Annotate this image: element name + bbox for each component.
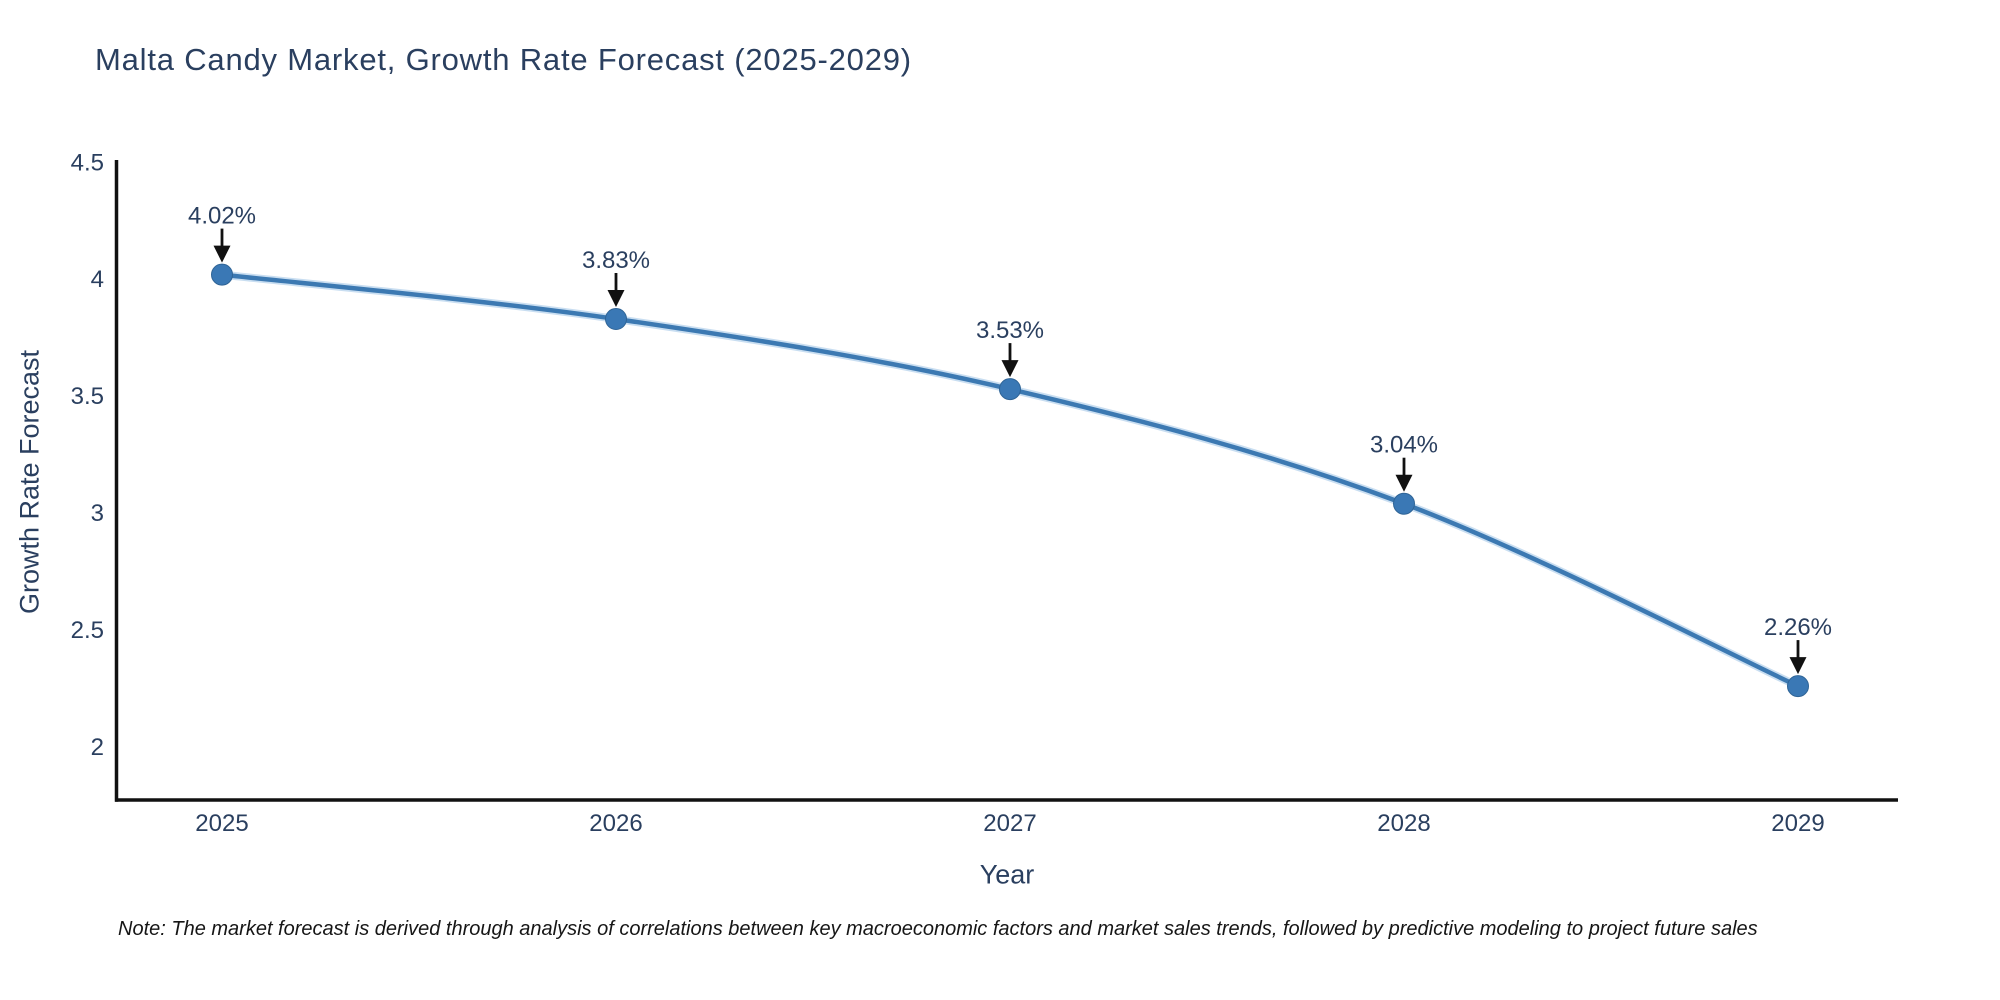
x-tick-label: 2029: [1771, 810, 1824, 837]
x-tick-label: 2025: [195, 810, 248, 837]
data-point-marker: [1787, 675, 1809, 698]
y-tick-label: 3.5: [71, 383, 104, 410]
x-tick-label: 2027: [983, 810, 1036, 837]
y-tick-label: 4: [91, 266, 104, 293]
data-point-marker: [999, 378, 1021, 401]
annotation-label: 3.53%: [976, 317, 1044, 344]
annotation-label: 4.02%: [188, 203, 256, 230]
annotation-label: 3.83%: [582, 247, 650, 274]
y-tick-label: 4.5: [71, 149, 104, 176]
data-point-marker: [1393, 492, 1415, 515]
x-tick-label: 2028: [1377, 810, 1430, 837]
y-tick-label: 2: [91, 734, 104, 761]
annotation-arrow-head: [1001, 360, 1019, 378]
annotation-arrow-head: [607, 290, 625, 307]
annotation-arrow-head: [1789, 657, 1807, 675]
annotation-label: 3.04%: [1370, 432, 1438, 459]
x-tick-label: 2026: [589, 810, 642, 837]
annotation-arrow-head: [213, 245, 231, 263]
annotation-arrow-head: [1395, 474, 1413, 492]
y-tick-label: 3: [91, 500, 104, 527]
footnote: Note: The market forecast is derived thr…: [118, 918, 1758, 940]
data-point-marker: [605, 308, 627, 330]
data-point-marker: [211, 263, 233, 286]
chart-title: Malta Candy Market, Growth Rate Forecast…: [95, 42, 912, 77]
annotation-label: 2.26%: [1764, 614, 1832, 641]
y-tick-label: 2.5: [71, 617, 104, 644]
y-axis-title: Growth Rate Forecast: [14, 349, 45, 615]
x-axis-title: Year: [979, 859, 1035, 890]
